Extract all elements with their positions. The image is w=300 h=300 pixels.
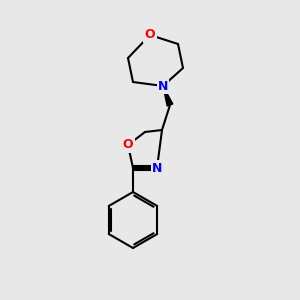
Text: N: N — [152, 161, 162, 175]
Text: N: N — [158, 80, 168, 92]
Polygon shape — [163, 86, 173, 106]
Text: O: O — [145, 28, 155, 41]
Text: O: O — [123, 139, 133, 152]
